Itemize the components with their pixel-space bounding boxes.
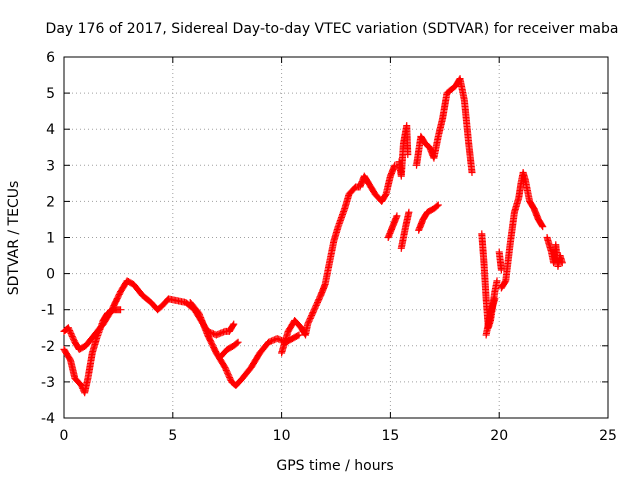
series-segment bbox=[278, 161, 399, 357]
y-tick-label: -3 bbox=[41, 375, 55, 391]
series-segment bbox=[497, 169, 547, 292]
y-axis: -4 -3 -2 -1 0 1 2 3 4 5 6 bbox=[41, 50, 608, 427]
y-tick-label: -4 bbox=[41, 411, 55, 427]
series-segment bbox=[397, 208, 413, 252]
y-tick-label: 4 bbox=[46, 122, 55, 138]
series-segment bbox=[413, 75, 476, 177]
data-point-markers bbox=[543, 234, 566, 270]
y-tick-label: 5 bbox=[46, 86, 55, 102]
data-point-markers bbox=[395, 122, 412, 180]
data-point-markers bbox=[217, 338, 242, 361]
series-segment bbox=[415, 201, 442, 234]
x-tick-label: 5 bbox=[168, 428, 177, 444]
series-segment bbox=[60, 306, 125, 397]
series-segment bbox=[395, 122, 412, 180]
x-tick-label: 15 bbox=[381, 428, 399, 444]
x-tick-label: 0 bbox=[60, 428, 69, 444]
y-axis-label: SDTVAR / TECUs bbox=[6, 181, 22, 296]
x-tick-label: 10 bbox=[273, 428, 291, 444]
data-point-markers bbox=[278, 161, 399, 357]
series-segment bbox=[495, 248, 505, 274]
data-point-markers bbox=[397, 208, 413, 252]
series-segment bbox=[217, 338, 242, 361]
y-tick-label: -1 bbox=[41, 303, 55, 319]
y-tick-label: -2 bbox=[41, 339, 55, 355]
x-tick-label: 25 bbox=[599, 428, 617, 444]
chart-title: Day 176 of 2017, Sidereal Day-to-day VTE… bbox=[46, 21, 619, 37]
data-point-markers bbox=[495, 248, 505, 274]
data-point-markers bbox=[384, 212, 401, 241]
data-point-markers bbox=[482, 295, 499, 339]
y-tick-label: 3 bbox=[46, 158, 55, 174]
x-tick-label: 20 bbox=[490, 428, 508, 444]
y-tick-label: 1 bbox=[46, 231, 55, 247]
series-segment bbox=[384, 212, 401, 241]
y-tick-label: 6 bbox=[46, 50, 55, 66]
x-axis: 0 5 10 15 20 25 bbox=[60, 57, 617, 444]
data-point-markers bbox=[497, 169, 547, 292]
data-point-markers bbox=[60, 306, 125, 397]
series-segment bbox=[543, 234, 566, 270]
y-tick-label: 0 bbox=[46, 267, 55, 283]
series-segment bbox=[482, 295, 499, 339]
x-axis-label: GPS time / hours bbox=[276, 458, 393, 474]
data-point-markers bbox=[415, 201, 442, 234]
data-series bbox=[60, 75, 566, 397]
y-tick-label: 2 bbox=[46, 194, 55, 210]
series-0 bbox=[60, 75, 566, 397]
data-point-markers bbox=[413, 75, 476, 177]
